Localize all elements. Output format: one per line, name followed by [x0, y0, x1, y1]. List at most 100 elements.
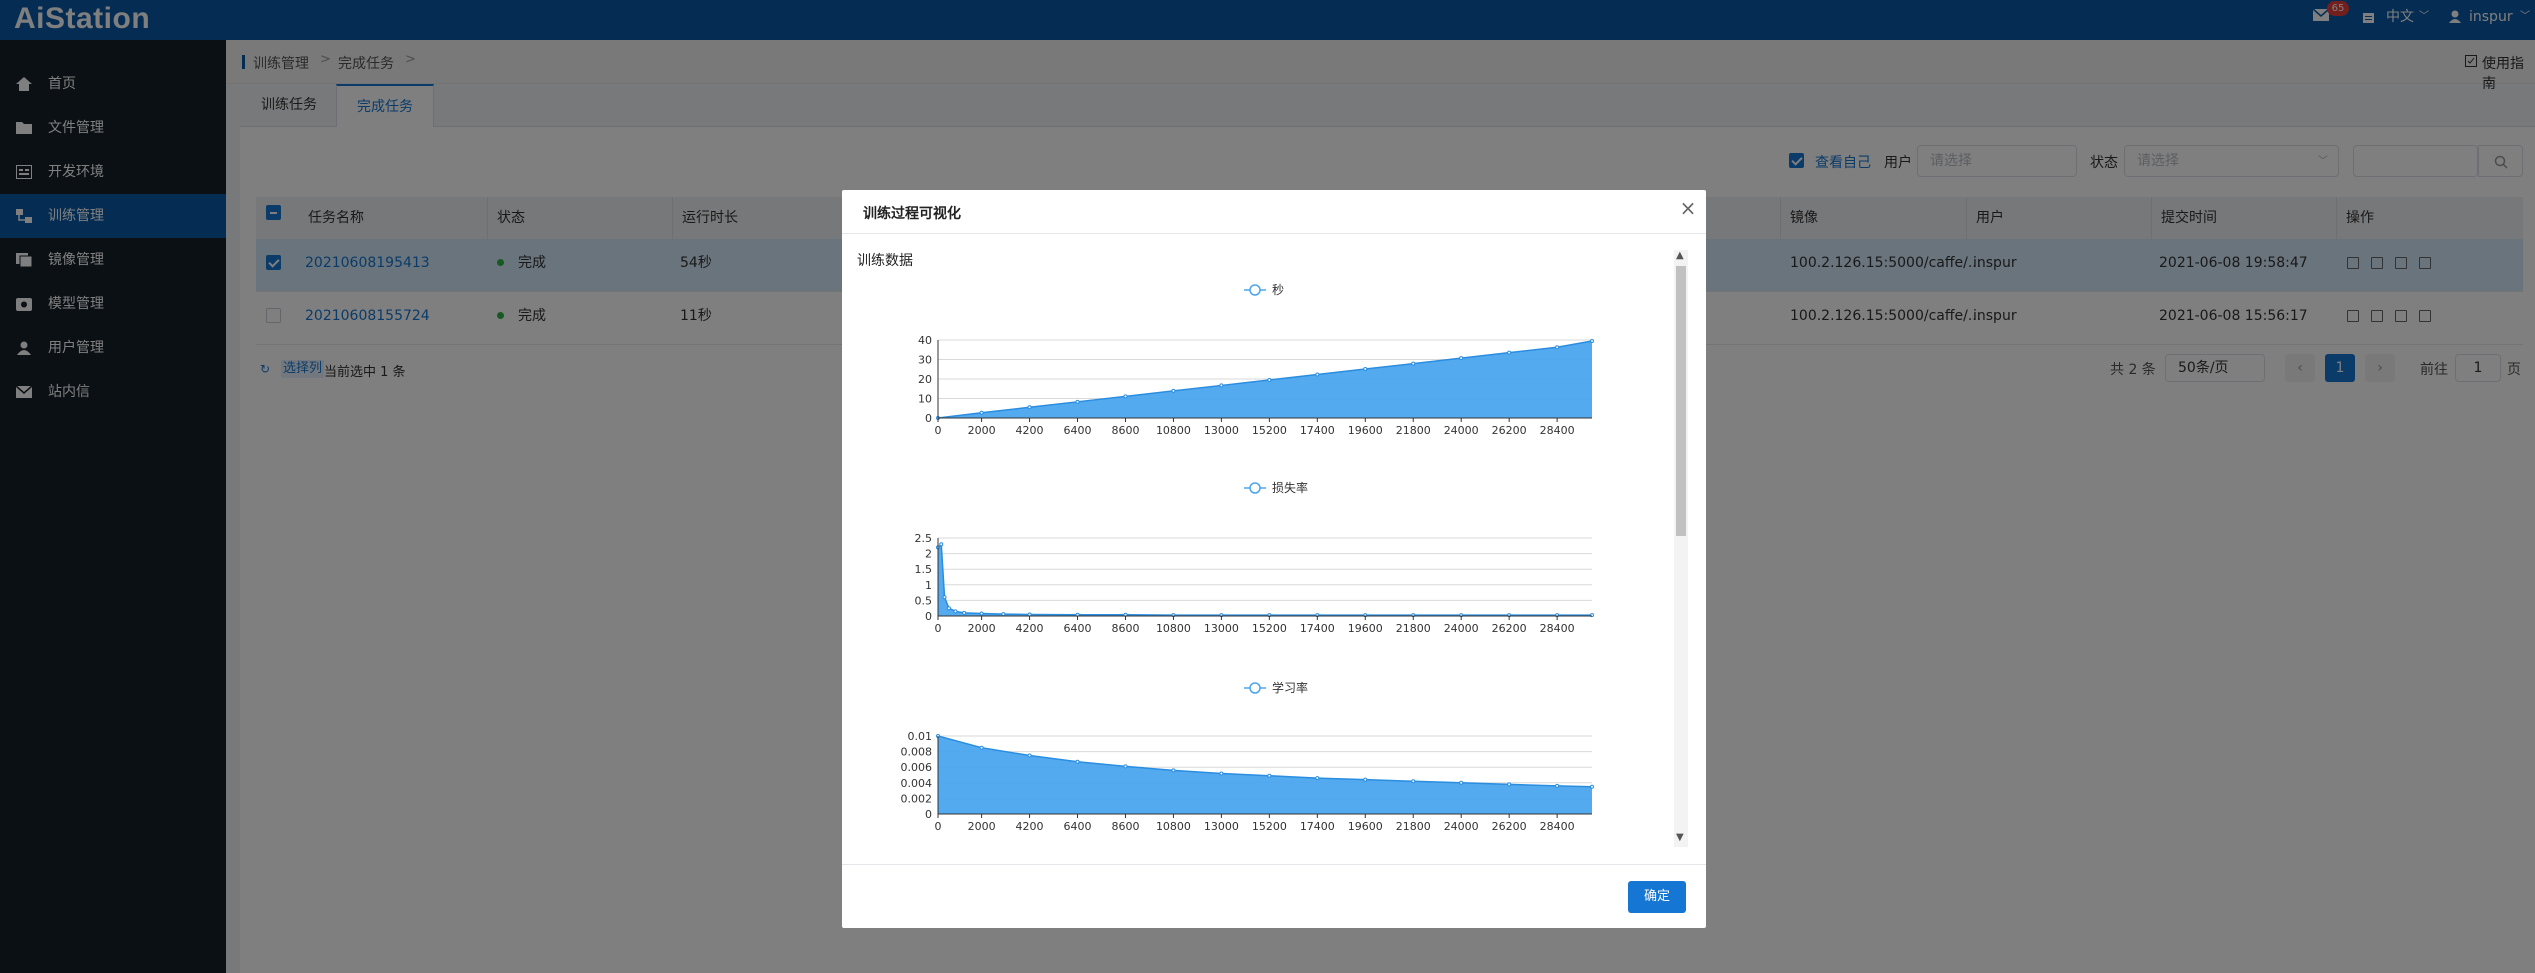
x-tick-label: 17400 [1300, 622, 1335, 635]
x-tick-label: 0 [935, 622, 942, 635]
x-tick-label: 10800 [1156, 622, 1191, 635]
y-tick-label: 0 [925, 610, 932, 623]
y-tick-label: 40 [918, 334, 932, 347]
x-tick-label: 15200 [1252, 424, 1287, 437]
data-point [1267, 377, 1272, 382]
x-tick-label: 4200 [1016, 820, 1044, 833]
chart-learning-rate: 学习率 0 0.002 0.004 0.006 0.008 0.01 0 2000 4200 640… [901, 680, 1594, 833]
x-tick-label: 2000 [968, 622, 996, 635]
close-icon[interactable]: × [1679, 196, 1697, 220]
x-tick-label: 8600 [1111, 622, 1139, 635]
data-point [1315, 372, 1320, 377]
x-tick-label: 24000 [1444, 622, 1479, 635]
data-point [1363, 367, 1368, 372]
x-tick-label: 28400 [1540, 820, 1575, 833]
data-point [1027, 753, 1032, 758]
x-tick-label: 21800 [1396, 622, 1431, 635]
y-tick-label: 20 [918, 373, 932, 386]
data-point [1171, 768, 1176, 773]
x-tick-label: 0 [935, 424, 942, 437]
data-point [1075, 759, 1080, 764]
legend-label: 学习率 [1272, 680, 1308, 695]
chart-loss: 损失率 0 0.5 1 1.5 2 2.5 0 2000 4200 6400 8600 10800 130… [915, 480, 1594, 635]
data-point [962, 610, 967, 615]
data-point [1411, 361, 1416, 366]
y-tick-label: 0 [925, 412, 932, 425]
data-point [1123, 394, 1128, 399]
x-tick-label: 6400 [1064, 622, 1092, 635]
data-point [1590, 784, 1594, 789]
x-tick-label: 6400 [1064, 424, 1092, 437]
x-tick-label: 19600 [1348, 820, 1383, 833]
y-tick-label: 0.004 [901, 777, 933, 790]
x-tick-label: 13000 [1204, 424, 1239, 437]
section-label: 训练数据 [857, 253, 913, 269]
scroll-down-icon[interactable]: ▼ [1676, 832, 1684, 843]
data-point [1555, 783, 1560, 788]
y-tick-label: 2.5 [915, 532, 933, 545]
x-tick-label: 15200 [1252, 622, 1287, 635]
y-tick-label: 0 [925, 808, 932, 821]
scroll-up-icon[interactable]: ▲ [1676, 250, 1684, 261]
legend-label: 损失率 [1272, 480, 1308, 495]
legend-label: 秒 [1272, 283, 1284, 297]
x-tick-label: 17400 [1300, 820, 1335, 833]
x-tick-label: 26200 [1492, 424, 1527, 437]
dialog-divider [842, 233, 1706, 234]
legend-marker [1249, 482, 1261, 494]
x-tick-label: 13000 [1204, 622, 1239, 635]
series-line [937, 542, 1592, 616]
data-point [1459, 356, 1464, 361]
data-point [1171, 388, 1176, 393]
legend-marker [1249, 682, 1261, 694]
x-tick-label: 24000 [1444, 424, 1479, 437]
data-point [953, 609, 958, 614]
chart-seconds: 秒 0 10 20 30 40 0 2000 4200 6400 8600 10800 13000 152… [918, 283, 1594, 437]
area-fill [938, 736, 1592, 814]
x-tick-label: 10800 [1156, 820, 1191, 833]
x-tick-label: 24000 [1444, 820, 1479, 833]
data-point [1590, 338, 1594, 343]
data-point [1027, 405, 1032, 410]
y-tick-label: 1 [925, 579, 932, 592]
x-tick-label: 26200 [1492, 622, 1527, 635]
scrollbar-thumb[interactable] [1676, 266, 1686, 536]
data-point [1075, 399, 1080, 404]
y-tick-label: 0.002 [901, 792, 933, 805]
x-tick-label: 19600 [1348, 424, 1383, 437]
y-tick-label: 2 [925, 548, 932, 561]
data-point [979, 745, 984, 750]
x-tick-label: 2000 [968, 424, 996, 437]
x-tick-label: 13000 [1204, 820, 1239, 833]
data-point [979, 611, 984, 616]
data-point [942, 595, 947, 600]
data-point [1315, 776, 1320, 781]
data-point [979, 410, 984, 415]
x-tick-label: 15200 [1252, 820, 1287, 833]
dialog-title: 训练过程可视化 [863, 206, 961, 222]
x-tick-label: 2000 [968, 820, 996, 833]
data-point [939, 542, 944, 547]
x-tick-label: 0 [935, 820, 942, 833]
data-point [1027, 612, 1032, 617]
x-tick-label: 4200 [1016, 424, 1044, 437]
confirm-button[interactable]: 确定 [1628, 881, 1686, 913]
x-tick-label: 19600 [1348, 622, 1383, 635]
data-point [1219, 383, 1224, 388]
data-point [1123, 764, 1128, 769]
area-fill [938, 340, 1592, 418]
data-point [1363, 777, 1368, 782]
data-point [1507, 782, 1512, 787]
data-point [1001, 612, 1006, 617]
data-point [946, 606, 951, 611]
data-point [1459, 780, 1464, 785]
data-point [1555, 345, 1560, 350]
x-tick-label: 17400 [1300, 424, 1335, 437]
x-tick-label: 10800 [1156, 424, 1191, 437]
y-tick-label: 0.006 [901, 761, 933, 774]
x-tick-label: 26200 [1492, 820, 1527, 833]
y-tick-label: 0.008 [901, 746, 933, 759]
x-tick-label: 21800 [1396, 820, 1431, 833]
data-point [1411, 779, 1416, 784]
x-tick-label: 4200 [1016, 622, 1044, 635]
